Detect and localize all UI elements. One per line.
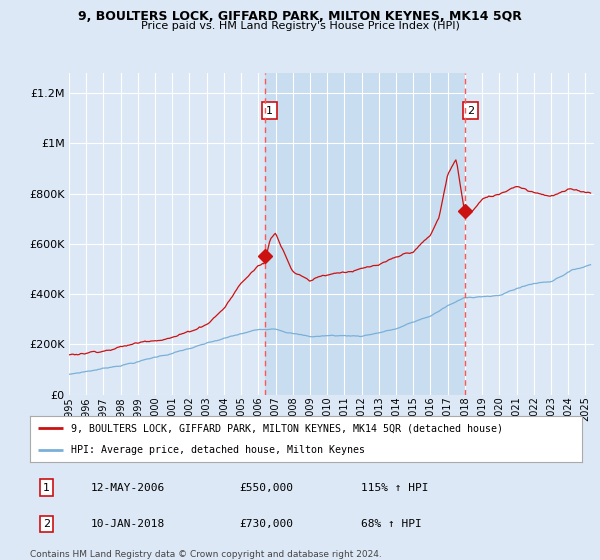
- Text: £550,000: £550,000: [240, 483, 294, 493]
- Text: Price paid vs. HM Land Registry's House Price Index (HPI): Price paid vs. HM Land Registry's House …: [140, 21, 460, 31]
- Text: 115% ↑ HPI: 115% ↑ HPI: [361, 483, 428, 493]
- Text: Contains HM Land Registry data © Crown copyright and database right 2024.
This d: Contains HM Land Registry data © Crown c…: [30, 550, 382, 560]
- Bar: [265, 73, 466, 395]
- Text: 12-MAY-2006: 12-MAY-2006: [91, 483, 165, 493]
- Text: 1: 1: [43, 483, 50, 493]
- Text: 68% ↑ HPI: 68% ↑ HPI: [361, 519, 422, 529]
- Text: 9, BOULTERS LOCK, GIFFARD PARK, MILTON KEYNES, MK14 5QR (detached house): 9, BOULTERS LOCK, GIFFARD PARK, MILTON K…: [71, 423, 503, 433]
- Text: HPI: Average price, detached house, Milton Keynes: HPI: Average price, detached house, Milt…: [71, 445, 365, 455]
- Text: 10-JAN-2018: 10-JAN-2018: [91, 519, 165, 529]
- Text: 1: 1: [266, 105, 273, 115]
- Text: 2: 2: [43, 519, 50, 529]
- Text: £730,000: £730,000: [240, 519, 294, 529]
- Text: 2: 2: [467, 105, 474, 115]
- Text: 9, BOULTERS LOCK, GIFFARD PARK, MILTON KEYNES, MK14 5QR: 9, BOULTERS LOCK, GIFFARD PARK, MILTON K…: [78, 10, 522, 23]
